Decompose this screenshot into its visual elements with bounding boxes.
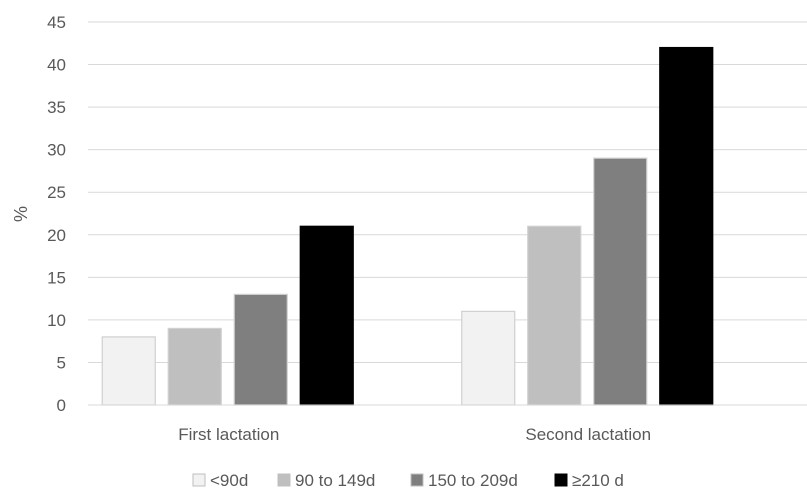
y-tick-label: 35 [47, 98, 66, 117]
x-category-label: First lactation [178, 425, 279, 444]
y-axis-label: % [11, 206, 31, 222]
legend-item: <90d [192, 471, 248, 490]
bar [233, 293, 288, 406]
legend-swatch [192, 473, 206, 487]
y-tick-label: 25 [47, 183, 66, 202]
gridlines [88, 21, 807, 363]
legend-label: 150 to 209d [428, 471, 518, 490]
legend: <90d 90 to 149d 150 to 209d ≥210 d [192, 471, 624, 490]
bar [659, 46, 714, 406]
y-tick-label: 10 [47, 311, 66, 330]
legend-swatch [277, 473, 291, 487]
y-tick-label: 15 [47, 268, 66, 287]
y-tick-label: 40 [47, 56, 66, 75]
y-tick-label: 45 [47, 13, 66, 32]
bar [299, 225, 354, 406]
legend-item: 150 to 209d [410, 471, 518, 490]
y-tick-label: 0 [57, 396, 66, 415]
legend-label: ≥210 d [572, 471, 624, 490]
bar [167, 327, 222, 406]
legend-swatch [554, 473, 568, 487]
legend-label: 90 to 149d [295, 471, 375, 490]
legend-item: ≥210 d [554, 471, 624, 490]
legend-label: <90d [210, 471, 248, 490]
y-axis-ticks: 0 5 10 15 20 25 30 35 40 45 [47, 13, 66, 415]
y-tick-label: 20 [47, 226, 66, 245]
bar [101, 336, 156, 406]
legend-item: 90 to 149d [277, 471, 375, 490]
x-axis-categories: First lactation Second lactation [178, 425, 651, 444]
legend-swatch [410, 473, 424, 487]
bar [461, 310, 516, 406]
x-category-label: Second lactation [525, 425, 651, 444]
bar [527, 225, 582, 406]
bars [101, 46, 714, 406]
y-tick-label: 5 [57, 353, 66, 372]
bar [593, 157, 648, 406]
y-tick-label: 30 [47, 141, 66, 160]
